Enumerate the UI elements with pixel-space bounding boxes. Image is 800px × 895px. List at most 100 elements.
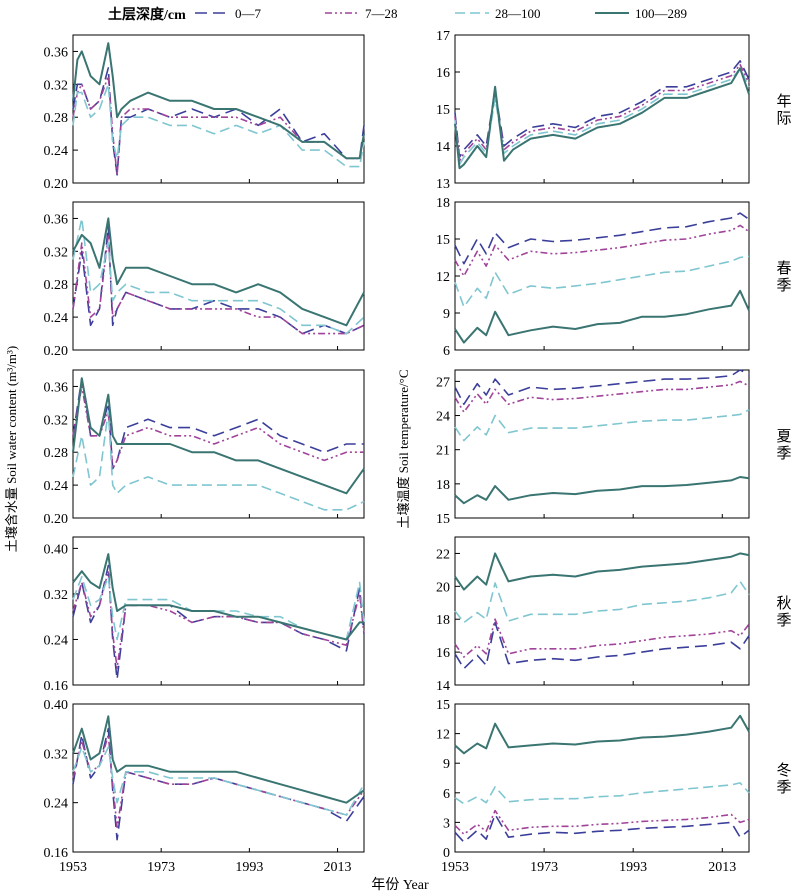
y-tick-label: 0.36: [44, 380, 69, 395]
y-tick-label: 0.16: [44, 846, 69, 861]
x-tick-label: 1973: [147, 860, 175, 875]
row-label: 秋季: [776, 595, 791, 629]
y-tick-label: 0.20: [44, 512, 69, 527]
y-tick-label: 6: [443, 787, 450, 802]
series-line-1: [72, 377, 364, 470]
series-line-3: [454, 580, 750, 624]
series-line-4: [454, 714, 750, 755]
y-tick-label: 0.32: [44, 413, 69, 428]
panel-frame: [454, 369, 750, 519]
y-tick-label: 18: [436, 196, 450, 211]
y-tick-label: 9: [443, 307, 450, 322]
y-tick-label: 16: [436, 646, 450, 661]
panel-frame: [454, 703, 750, 853]
panel-temp-spring: 6 9 12 15 18 春季: [436, 196, 792, 359]
legend-label-2: 7—28: [365, 6, 398, 21]
y-tick-label: 6: [443, 344, 450, 359]
y-tick-label: 0.28: [44, 278, 69, 293]
y-tick-label: 13: [436, 177, 450, 192]
y-tick-label: 0.40: [44, 542, 69, 557]
panel-frame: [454, 34, 750, 184]
series-line-1: [454, 60, 750, 158]
x-tick-label: 1993: [619, 860, 647, 875]
series-line-4: [72, 553, 364, 641]
y-tick-label: 0.32: [44, 245, 69, 260]
row-label: 夏季: [776, 429, 791, 462]
y-tick-label: 0.28: [44, 446, 69, 461]
panel-water-summer: 0.20 0.24 0.28 0.32 0.36: [44, 369, 365, 527]
series-line-2: [454, 618, 750, 658]
series-line-1: [454, 212, 750, 265]
panel-water-winter: 0.16 0.24 0.32 0.40 1953 1973 1993 2013: [44, 698, 365, 875]
y-tick-label: 0.36: [44, 212, 69, 227]
series-line-2: [454, 63, 750, 162]
panel-frame: [454, 201, 750, 351]
series-line-1: [454, 813, 750, 843]
y-tick-label: 0.40: [44, 698, 69, 713]
legend: 土层深度/cm 0—7 7—28 28—100 100—289: [108, 6, 687, 23]
x-tick-label: 2013: [708, 860, 736, 875]
x-tick-label: 1953: [441, 860, 469, 875]
series-line-2: [454, 224, 750, 277]
x-tick-label: 1973: [530, 860, 558, 875]
y-tick-label: 3: [443, 816, 450, 831]
panel-temp-summer: 15 18 21 24 27 夏季: [436, 369, 792, 527]
panel-temp-autumn: 14 16 18 20 22 秋季: [436, 536, 792, 694]
panel-frame: [72, 201, 365, 351]
series-line-1: [72, 564, 365, 681]
series-line-4: [454, 476, 750, 505]
y-tick-label: 20: [436, 580, 450, 595]
legend-label-4: 100—289: [635, 6, 687, 21]
y-tick-label: 0.36: [44, 45, 69, 60]
series-line-4: [72, 217, 365, 327]
y-axis-label-left: 土壤含水量 Soil water content (m³/m³): [4, 346, 19, 552]
panel-frame: [72, 703, 365, 853]
series-line-3: [454, 782, 750, 805]
panel-temp-winter: 0 3 6 9 12 15 1953 1973 1993 2013 冬季: [436, 698, 792, 875]
row-label: 春季: [776, 260, 791, 294]
x-tick-label: 1993: [235, 860, 263, 875]
series-line-1: [72, 67, 365, 176]
y-tick-label: 0.24: [44, 797, 69, 812]
legend-label-1: 0—7: [235, 6, 262, 21]
y-tick-label: 12: [436, 270, 450, 285]
y-tick-label: 15: [436, 512, 450, 527]
y-tick-label: 12: [436, 728, 450, 743]
series-line-2: [72, 75, 365, 176]
y-tick-label: 0.20: [44, 344, 69, 359]
y-tick-label: 0.24: [44, 633, 69, 648]
y-tick-label: 9: [443, 757, 450, 772]
panel-water-autumn: 0.16 0.24 0.32 0.40: [44, 536, 365, 694]
series-line-2: [72, 234, 365, 335]
y-tick-label: 27: [436, 375, 450, 390]
row-label: 冬季: [776, 762, 791, 796]
series-line-2: [454, 809, 750, 836]
series-line-3: [454, 67, 750, 166]
y-axis-label-right: 土壤温度 Soil temperature/°C: [396, 369, 411, 528]
y-tick-label: 0.32: [44, 588, 69, 603]
y-tick-label: 14: [436, 679, 450, 694]
y-tick-label: 15: [436, 103, 450, 118]
y-tick-label: 0.28: [44, 111, 69, 126]
y-tick-label: 0.24: [44, 479, 69, 494]
series-line-2: [72, 570, 365, 669]
x-tick-label: 2013: [324, 860, 352, 875]
series-line-4: [454, 289, 750, 344]
y-tick-label: 15: [436, 233, 450, 248]
series-line-3: [72, 83, 365, 168]
series-line-2: [454, 380, 750, 413]
panel-water-spring: 0.20 0.24 0.28 0.32 0.36: [44, 201, 365, 359]
y-tick-label: 22: [436, 547, 450, 562]
series-line-4: [72, 715, 365, 804]
series-line-4: [454, 552, 750, 591]
y-tick-label: 21: [436, 444, 450, 459]
y-tick-label: 0.32: [44, 747, 69, 762]
x-tick-label: 1953: [59, 860, 87, 875]
y-tick-label: 24: [436, 410, 450, 425]
panel-water-annual: 0.20 0.24 0.28 0.32 0.36: [44, 34, 365, 192]
y-tick-label: 16: [436, 66, 450, 81]
y-tick-label: 0.16: [44, 679, 69, 694]
series-line-3: [454, 255, 750, 308]
y-tick-label: 0.32: [44, 78, 69, 93]
